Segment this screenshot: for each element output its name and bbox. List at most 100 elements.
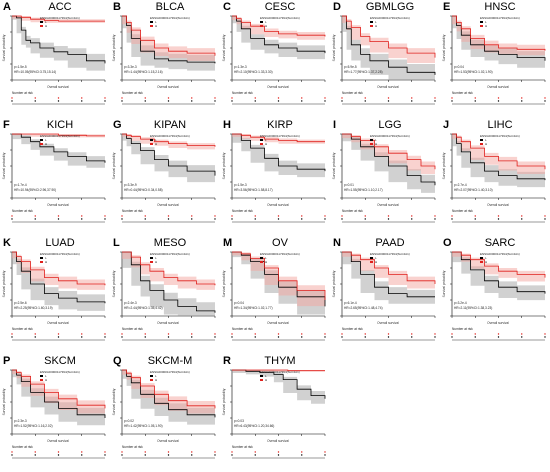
km-plot-svg: Survival probability Overall survival ENSG… bbox=[442, 15, 546, 105]
risk-marker-high bbox=[451, 333, 453, 335]
stat-text: HR=1.44(95%CI:1.15,2.16) bbox=[124, 70, 163, 74]
risk-marker-low bbox=[324, 336, 326, 338]
risk-marker-high bbox=[104, 215, 106, 217]
high-group-curve bbox=[12, 133, 105, 137]
legend-title: ENSG00000117394(SLC2A1) bbox=[40, 134, 80, 138]
risk-marker-low bbox=[214, 336, 216, 338]
x-axis-label: Overall survival bbox=[157, 321, 179, 325]
risk-marker-high bbox=[497, 333, 500, 335]
risk-marker-high bbox=[324, 451, 326, 453]
y-axis-label: Survival probability bbox=[2, 270, 6, 297]
risk-marker-low bbox=[521, 218, 523, 220]
legend-high-swatch bbox=[40, 261, 43, 263]
panel-title: BLCA bbox=[155, 1, 185, 13]
risk-marker-high bbox=[277, 333, 280, 335]
legend-low-label: L bbox=[375, 256, 377, 260]
risk-marker-high bbox=[167, 333, 170, 335]
legend-title: ENSG00000117394(SLC2A1) bbox=[480, 134, 520, 138]
legend-high-swatch bbox=[370, 25, 373, 27]
y-axis-label: Survival probability bbox=[442, 152, 446, 179]
risk-table-title: Number at risk bbox=[12, 209, 33, 213]
risk-marker-low bbox=[191, 454, 193, 456]
y-axis-label: Survival probability bbox=[2, 388, 6, 415]
risk-table-title: Number at risk bbox=[232, 209, 253, 213]
panel-letter: P bbox=[3, 355, 11, 367]
risk-marker-low bbox=[34, 454, 36, 456]
legend-high-swatch bbox=[40, 379, 43, 381]
panel-title: KIPAN bbox=[153, 119, 187, 131]
legend-low-label: L bbox=[45, 256, 47, 260]
risk-marker-high bbox=[144, 333, 146, 335]
stat-text: p=3.2e-4 bbox=[454, 301, 467, 305]
risk-marker-high bbox=[451, 97, 453, 99]
panel-title: KIRP bbox=[267, 119, 293, 131]
legend-title: ENSG00000117394(SLC2A1) bbox=[260, 370, 300, 374]
stat-text: p=1.3e-3 bbox=[234, 65, 247, 69]
risk-marker-high bbox=[121, 97, 123, 99]
risk-marker-high bbox=[81, 97, 83, 99]
risk-marker-high bbox=[497, 97, 500, 99]
legend-high-label: H bbox=[375, 24, 377, 28]
risk-marker-low bbox=[341, 336, 343, 338]
low-group-ci-band bbox=[12, 134, 105, 168]
risk-marker-high bbox=[544, 97, 546, 99]
legend-high-swatch bbox=[150, 379, 153, 381]
y-axis-label: Survival probability bbox=[332, 152, 336, 179]
legend-title: ENSG00000117394(SLC2A1) bbox=[260, 16, 300, 20]
risk-marker-high bbox=[277, 97, 280, 99]
risk-marker-low bbox=[121, 336, 123, 338]
risk-marker-low bbox=[474, 100, 476, 102]
risk-marker-low bbox=[57, 100, 60, 102]
risk-marker-high bbox=[301, 451, 303, 453]
risk-marker-high bbox=[81, 215, 83, 217]
stat-text: HR=1.77(95%CI:1.37,2.28) bbox=[344, 70, 383, 74]
stat-text: HR=3.56(95%CI:1.58,8.17) bbox=[234, 188, 273, 192]
panel-title: PAAD bbox=[375, 237, 405, 249]
risk-marker-high bbox=[104, 451, 106, 453]
high-group-curve bbox=[12, 15, 105, 22]
risk-table-title: Number at risk bbox=[342, 327, 363, 331]
risk-marker-high bbox=[34, 215, 36, 217]
risk-marker-low bbox=[231, 100, 233, 102]
risk-marker-high bbox=[214, 97, 216, 99]
risk-marker-low bbox=[324, 100, 326, 102]
risk-marker-low bbox=[231, 454, 233, 456]
stat-text: HR=1.34(95%CI:1.02,1.77) bbox=[234, 306, 273, 310]
high-group-curve bbox=[122, 15, 216, 56]
legend-low-label: L bbox=[45, 20, 47, 24]
legend-low-label: L bbox=[485, 256, 487, 260]
stat-text: p=0.02 bbox=[124, 419, 134, 423]
panel-title: SKCM-M bbox=[147, 355, 193, 367]
legend-high-swatch bbox=[370, 143, 373, 145]
legend-high-swatch bbox=[260, 143, 263, 145]
risk-table-title: Number at risk bbox=[12, 91, 33, 95]
risk-marker-low bbox=[434, 218, 436, 220]
low-group-curve bbox=[232, 251, 326, 307]
legend-low-swatch bbox=[40, 257, 43, 259]
risk-marker-low bbox=[121, 100, 123, 102]
risk-marker-low bbox=[434, 100, 436, 102]
risk-table-title: Number at risk bbox=[232, 445, 253, 449]
risk-marker-high bbox=[474, 333, 476, 335]
stat-text: HR=2.25(95%CI:1.60,3.19) bbox=[14, 306, 53, 310]
risk-marker-high bbox=[11, 215, 13, 217]
x-axis-label: Overall survival bbox=[377, 321, 399, 325]
legend-low-label: L bbox=[45, 138, 47, 142]
low-group-curve bbox=[452, 133, 546, 181]
risk-marker-high bbox=[254, 333, 256, 335]
stat-text: HR=2.65(95%CI:1.48,4.74) bbox=[344, 306, 383, 310]
low-group-curve bbox=[122, 251, 216, 313]
legend-low-swatch bbox=[260, 375, 263, 377]
risk-marker-low bbox=[81, 100, 83, 102]
low-group-curve bbox=[232, 369, 326, 399]
legend-low-label: L bbox=[155, 374, 157, 378]
risk-marker-high bbox=[387, 215, 390, 217]
risk-marker-low bbox=[167, 218, 170, 220]
legend-title: ENSG00000117394(SLC2A1) bbox=[150, 370, 190, 374]
legend-low-label: L bbox=[45, 374, 47, 378]
legend-low-swatch bbox=[40, 21, 43, 23]
risk-marker-low bbox=[191, 218, 193, 220]
low-group-curve bbox=[12, 251, 106, 304]
risk-marker-high bbox=[57, 333, 60, 335]
